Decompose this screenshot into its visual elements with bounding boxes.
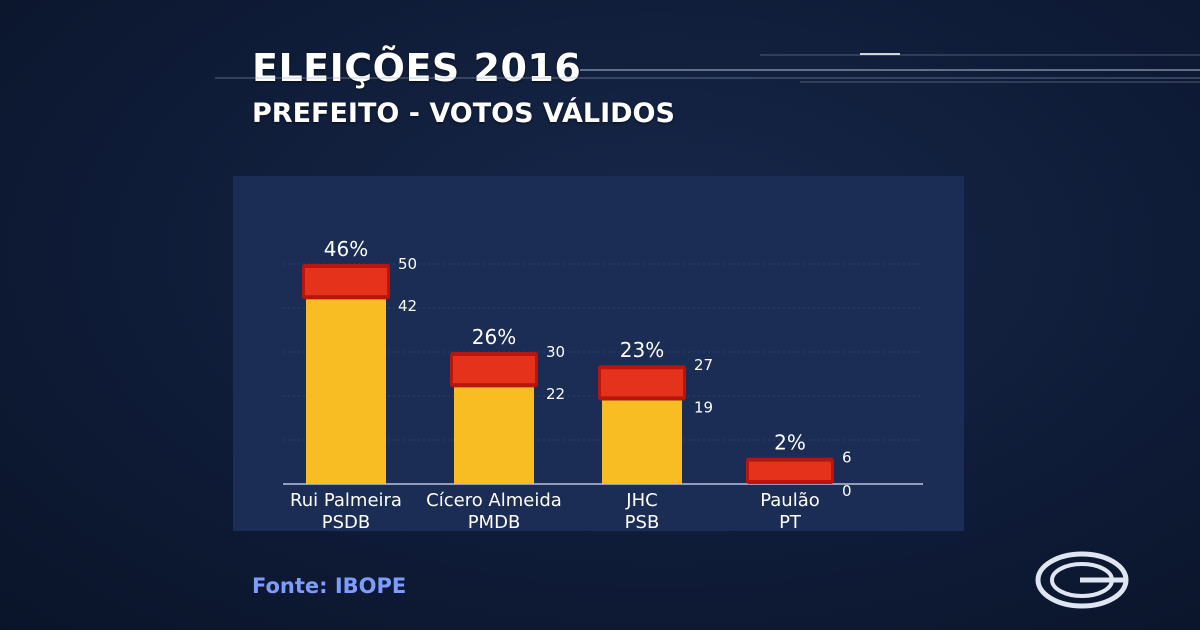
value-label: 26% — [472, 325, 516, 349]
error-band-inner — [749, 461, 831, 480]
value-label: 46% — [324, 237, 368, 261]
lower-bound-label: 42 — [398, 297, 417, 315]
upper-bound-label: 30 — [546, 343, 565, 361]
category-label: JHC — [625, 490, 657, 511]
chart-title: ELEIÇÕES 2016 — [252, 46, 582, 90]
lower-bound-label: 19 — [694, 398, 713, 416]
error-band-inner — [305, 268, 387, 296]
value-label: 2% — [774, 431, 806, 455]
party-label: PT — [779, 512, 802, 531]
party-label: PMDB — [468, 512, 521, 531]
lower-bound-label: 22 — [546, 385, 565, 403]
value-label: 23% — [620, 338, 664, 362]
bar — [602, 400, 682, 484]
source-label: Fonte: IBOPE — [252, 574, 407, 598]
party-label: PSDB — [322, 512, 371, 531]
upper-bound-label: 50 — [398, 255, 417, 273]
decorative-streaks — [215, 53, 1200, 83]
chart-panel: 46% 50 42 Rui Palmeira PSDB 26% 30 22 Cícero Alm… — [233, 176, 964, 531]
party-label: PSB — [625, 512, 660, 531]
error-band-inner — [453, 356, 535, 384]
error-band-inner — [601, 369, 683, 397]
bar — [306, 299, 386, 484]
broadcaster-logo-icon — [1035, 551, 1129, 609]
category-label: Paulão — [760, 490, 820, 511]
upper-bound-label: 27 — [694, 356, 713, 374]
chart-subtitle: PREFEITO - VOTOS VÁLIDOS — [252, 98, 675, 129]
bar — [454, 387, 534, 484]
lower-bound-label: 0 — [842, 482, 852, 500]
upper-bound-label: 6 — [842, 449, 852, 467]
category-label: Rui Palmeira — [290, 490, 402, 511]
category-label: Cícero Almeida — [426, 490, 562, 511]
